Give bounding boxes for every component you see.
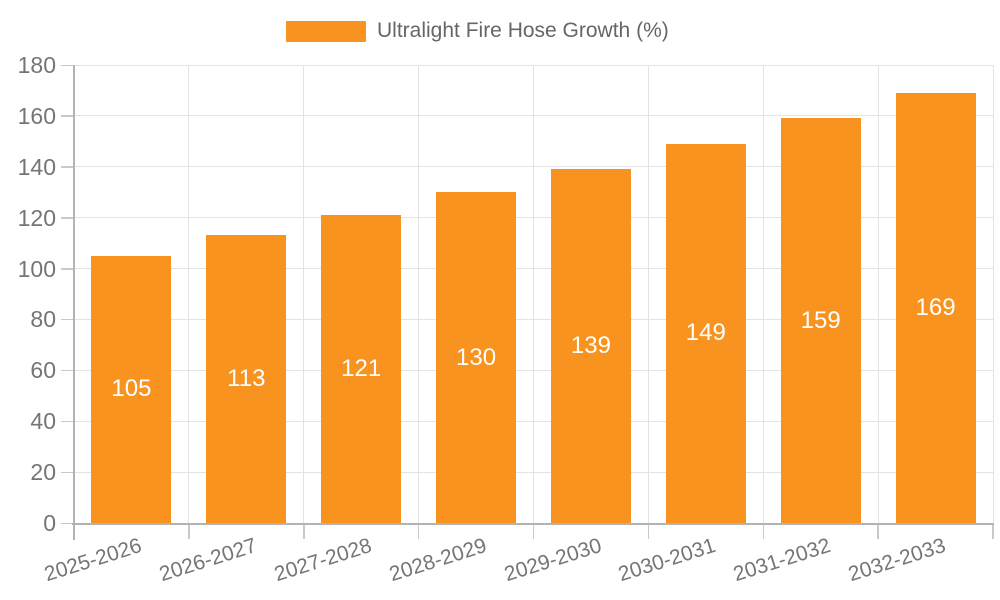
x-tick-label: 2027-2028 bbox=[271, 534, 375, 587]
x-tick-label: 2032-2033 bbox=[845, 534, 949, 587]
bar[interactable] bbox=[665, 143, 746, 523]
bar-value-label: 139 bbox=[570, 332, 611, 360]
x-tick-label: 2026-2027 bbox=[156, 534, 260, 587]
bar[interactable] bbox=[321, 215, 402, 523]
y-tick-label: 60 bbox=[30, 357, 56, 384]
bar[interactable] bbox=[91, 255, 172, 523]
grid-line-vertical bbox=[647, 65, 649, 523]
x-axis-tick-mark bbox=[762, 525, 764, 539]
bar-value-label: 130 bbox=[456, 343, 497, 371]
x-axis-tick-mark bbox=[647, 525, 650, 539]
bar-value-label: 169 bbox=[915, 293, 956, 321]
x-tick-label: 2031-2032 bbox=[730, 534, 834, 587]
bar-value-label: 149 bbox=[685, 319, 726, 347]
grid-line-vertical bbox=[533, 65, 534, 523]
y-axis-line bbox=[72, 65, 75, 540]
grid-line-vertical bbox=[303, 65, 305, 523]
x-axis-tick-mark bbox=[303, 525, 305, 539]
x-axis-tick-mark bbox=[877, 525, 879, 539]
x-axis-tick-mark bbox=[532, 525, 535, 539]
legend-label: Ultralight Fire Hose Growth (%) bbox=[377, 19, 669, 42]
x-tick-label: 2028-2029 bbox=[386, 534, 489, 587]
grid-line-vertical bbox=[762, 65, 764, 523]
y-axis-tick-mark bbox=[61, 318, 74, 321]
x-axis-tick-mark bbox=[417, 525, 420, 539]
x-axis-tick-mark bbox=[188, 525, 190, 539]
y-axis-tick-mark bbox=[61, 268, 74, 270]
y-axis-tick-mark bbox=[61, 471, 74, 474]
grid-line-vertical bbox=[418, 65, 420, 523]
bar-value-label: 159 bbox=[800, 306, 841, 334]
y-axis-tick-mark bbox=[61, 217, 74, 219]
y-axis-tick-mark bbox=[61, 64, 74, 66]
bar-value-label: 121 bbox=[341, 355, 382, 383]
y-axis-tick-mark bbox=[61, 166, 74, 168]
y-tick-label: 0 bbox=[43, 510, 56, 536]
bar[interactable] bbox=[550, 169, 631, 523]
y-tick-label: 120 bbox=[17, 204, 56, 231]
x-tick-label: 2030-2031 bbox=[616, 534, 719, 587]
y-tick-label: 100 bbox=[17, 255, 56, 282]
y-axis-tick-mark bbox=[61, 115, 74, 117]
y-tick-label: 40 bbox=[30, 408, 56, 435]
y-axis-tick-mark bbox=[61, 369, 74, 372]
grid-line-vertical bbox=[992, 65, 994, 523]
bar[interactable] bbox=[206, 235, 287, 523]
y-tick-label: 180 bbox=[17, 52, 56, 78]
bar-value-label: 113 bbox=[227, 365, 266, 393]
x-tick-label: 2029-2030 bbox=[501, 534, 604, 587]
x-tick-label: 2025-2026 bbox=[41, 534, 145, 587]
y-axis-tick-mark bbox=[61, 420, 74, 423]
x-axis-line bbox=[72, 523, 994, 525]
bar-value-label: 105 bbox=[111, 375, 152, 403]
grid-line-vertical bbox=[877, 65, 879, 523]
y-tick-label: 20 bbox=[30, 459, 56, 486]
y-axis-tick-mark bbox=[61, 522, 74, 524]
y-tick-label: 80 bbox=[30, 306, 56, 333]
grid-line-vertical bbox=[188, 65, 190, 523]
bar[interactable] bbox=[436, 192, 517, 523]
bar[interactable] bbox=[780, 118, 861, 523]
legend[interactable]: Ultralight Fire Hose Growth (%) bbox=[286, 17, 669, 45]
bar[interactable] bbox=[895, 92, 976, 523]
legend-swatch bbox=[286, 20, 366, 42]
y-tick-label: 140 bbox=[17, 153, 56, 180]
y-tick-label: 160 bbox=[17, 102, 56, 129]
x-axis-tick-mark bbox=[992, 525, 994, 539]
